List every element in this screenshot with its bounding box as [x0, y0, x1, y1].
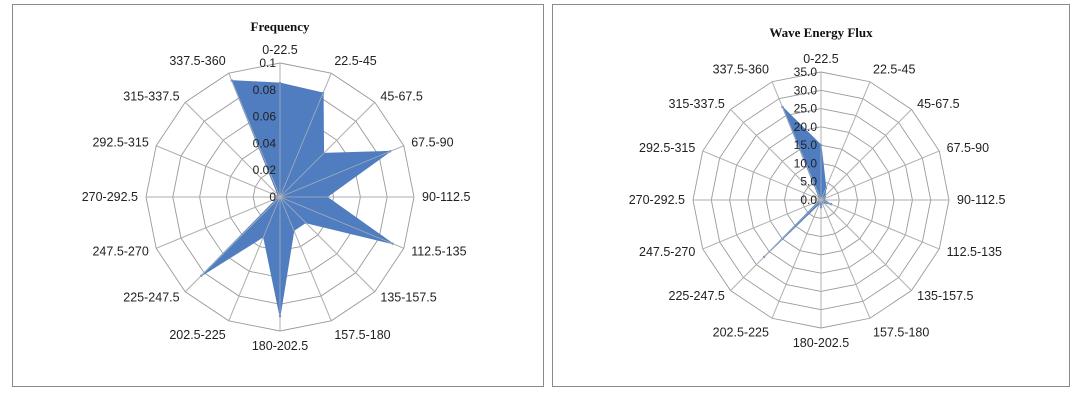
wave-energy-flux-chart-panel: Wave Energy Flux 0.0 5.0 10.0 15.0 20.0 25.0 30…: [552, 4, 1070, 387]
category-label: 90-112.5: [957, 193, 1005, 207]
grid-spoke-overlay: [279, 73, 332, 198]
category-label: 135-157.5: [380, 290, 436, 304]
grid-spoke-overlay: [228, 73, 281, 198]
category-label: 157.5-180: [873, 326, 929, 340]
grid-spoke-overlay: [156, 145, 281, 198]
category-label: 315-337.5: [669, 97, 725, 111]
frequency-radar-chart: Frequency 0 0.02 0.04 0.06 0.08 0.10-22.5 22.5-…: [82, 19, 471, 353]
category-label: 180-202.5: [793, 336, 849, 350]
category-label: 247.5-270: [639, 245, 695, 259]
tick-label: 35.0: [794, 65, 818, 79]
category-label: 0-22.5: [262, 43, 297, 57]
category-label: 247.5-270: [92, 244, 148, 258]
grid-spoke-overlay: [702, 199, 822, 250]
category-label: 292.5-315: [92, 136, 148, 150]
grid-spoke-overlay: [279, 101, 376, 198]
tick-label: 30.0: [794, 83, 818, 97]
category-label: 270-292.5: [629, 193, 685, 207]
category-label: 67.5-90: [411, 136, 453, 150]
tick-label: 0.0: [800, 193, 817, 207]
grid-spoke-overlay: [184, 101, 281, 198]
category-label: 45-67.5: [917, 97, 959, 111]
tick-label: 0.06: [253, 110, 277, 124]
tick-label: 10.0: [794, 156, 818, 170]
category-label: 202.5-225: [169, 328, 225, 342]
grid-spoke-overlay: [820, 150, 940, 201]
category-label: 337.5-360: [169, 54, 225, 68]
grid-spoke-overlay: [279, 196, 332, 321]
frequency-chart-panel: Frequency 0 0.02 0.04 0.06 0.08 0.1 0-22.5 22.5-…: [12, 4, 544, 387]
wave-energy-flux-radar-chart: Wave Energy Flux 0.0 5.0 10.0 15.0 20.0 25.0 30…: [629, 25, 1006, 350]
tick-label: 0.08: [253, 83, 277, 97]
grid-spoke-overlay: [771, 81, 822, 201]
category-label: 22.5-45: [873, 62, 915, 76]
grid-spoke-overlay: [730, 199, 822, 291]
category-label: 22.5-45: [334, 54, 376, 68]
grid-spoke-overlay: [702, 150, 822, 201]
category-label: 45-67.5: [380, 90, 422, 104]
category-label: 135-157.5: [917, 289, 973, 303]
grid-spoke-overlay: [820, 109, 912, 201]
tick-label: 0.04: [253, 136, 277, 150]
category-label: 315-337.5: [123, 90, 179, 104]
category-label: 157.5-180: [334, 328, 390, 342]
grid-spoke-overlay: [820, 199, 871, 319]
category-label: 292.5-315: [639, 141, 695, 155]
tick-label: 20.0: [794, 120, 818, 134]
grid-spoke-overlay: [184, 196, 281, 293]
grid-spoke-overlay: [228, 196, 281, 321]
chart-title: Frequency: [251, 19, 310, 34]
category-label: 270-292.5: [82, 190, 138, 204]
category-label: 67.5-90: [947, 141, 989, 155]
category-label: 112.5-135: [947, 245, 1002, 259]
category-label: 202.5-225: [713, 326, 769, 340]
grid-spoke-overlay: [820, 199, 940, 250]
tick-label: 5.0: [800, 175, 817, 189]
category-label: 180-202.5: [252, 339, 308, 353]
grid-spoke-overlay: [279, 196, 404, 249]
grid-spoke-overlay: [820, 81, 871, 201]
tick-label: 15.0: [794, 138, 818, 152]
tick-label: 0: [269, 190, 276, 204]
category-label: 225-247.5: [669, 289, 725, 303]
grid-spoke-overlay: [156, 196, 281, 249]
grid-spoke-overlay: [279, 145, 404, 198]
grid-spoke-overlay: [279, 196, 376, 293]
category-label: 337.5-360: [713, 62, 769, 76]
category-label: 225-247.5: [123, 290, 179, 304]
grid-spoke-overlay: [730, 109, 822, 201]
category-label: 0-22.5: [803, 52, 838, 66]
category-label: 90-112.5: [422, 190, 470, 204]
grid-spoke-overlay: [771, 199, 822, 319]
chart-title: Wave Energy Flux: [769, 25, 873, 40]
tick-label: 0.1: [259, 56, 276, 70]
tick-label: 25.0: [794, 102, 818, 116]
category-label: 112.5-135: [411, 244, 466, 258]
tick-label: 0.02: [253, 163, 277, 177]
grid-spoke-overlay: [820, 199, 912, 291]
